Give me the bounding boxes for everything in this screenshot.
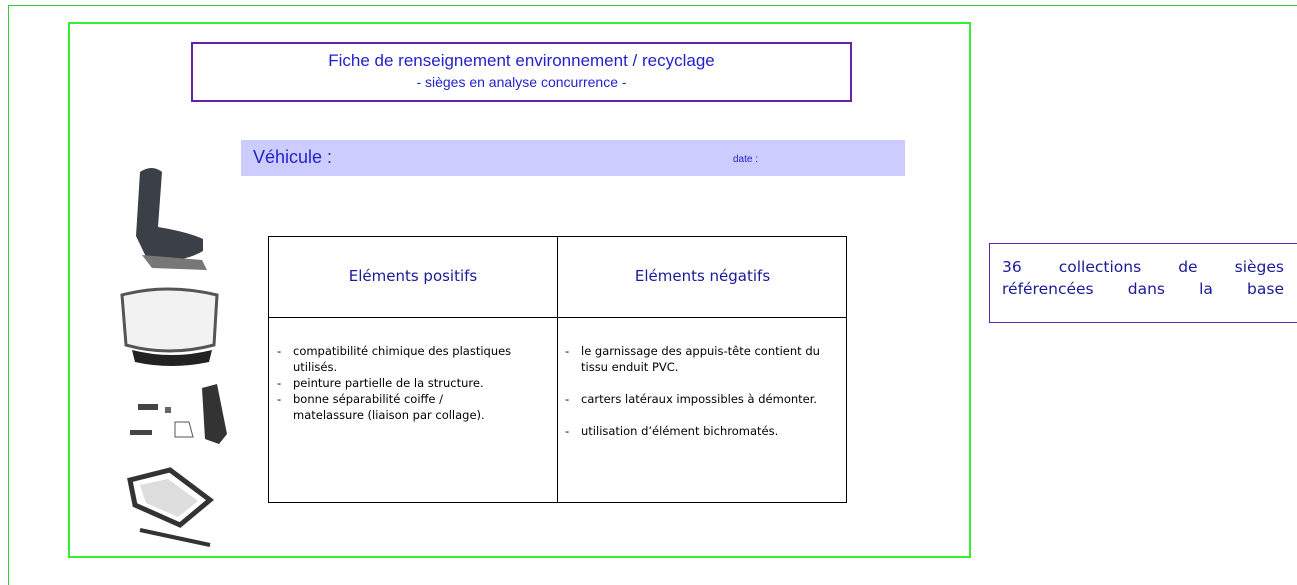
sheet bbox=[68, 22, 971, 558]
negative-item: utilisation d’élément bichromatés. bbox=[561, 423, 831, 439]
column-divider bbox=[557, 237, 558, 502]
frame-photo bbox=[127, 467, 215, 547]
seat-photo bbox=[136, 168, 207, 270]
positive-item: compatibilité chimique des plastiques ut… bbox=[273, 343, 513, 375]
parts-photo bbox=[130, 384, 227, 444]
title-box: Fiche de renseignement environnement / r… bbox=[191, 42, 852, 102]
row-divider bbox=[269, 317, 846, 318]
title: Fiche de renseignement environnement / r… bbox=[328, 51, 715, 70]
vehicle-label: Véhicule : bbox=[253, 147, 333, 167]
table: Eléments positifs Eléments négatifs comp… bbox=[268, 236, 847, 503]
cushion-photo bbox=[120, 287, 219, 366]
subtitle: - sièges en analyse concurrence - bbox=[416, 74, 627, 90]
negative-item: carters latéraux impossibles à démonter. bbox=[561, 391, 831, 407]
seat-images bbox=[120, 168, 227, 547]
header-positive: Eléments positifs bbox=[348, 267, 478, 285]
note-box: 36 collections de sièges référencées dan… bbox=[989, 243, 1297, 323]
positive-item: bonne séparabilité coiffe / matelassure … bbox=[273, 391, 513, 423]
negative-item: le garnissage des appuis-tête contient d… bbox=[561, 343, 831, 375]
vehicle-band: Véhicule : date : bbox=[241, 140, 905, 176]
header-negative: Eléments négatifs bbox=[634, 267, 771, 285]
note: 36 collections de sièges référencées dan… bbox=[1002, 258, 1284, 298]
positive-item: peinture partielle de la structure. bbox=[273, 375, 513, 391]
outer-frame bbox=[8, 5, 1297, 585]
date-label: date : bbox=[733, 154, 759, 165]
negative-list: le garnissage des appuis-tête contient d… bbox=[561, 343, 831, 455]
positive-list: compatibilité chimique des plastiques ut… bbox=[273, 343, 513, 423]
